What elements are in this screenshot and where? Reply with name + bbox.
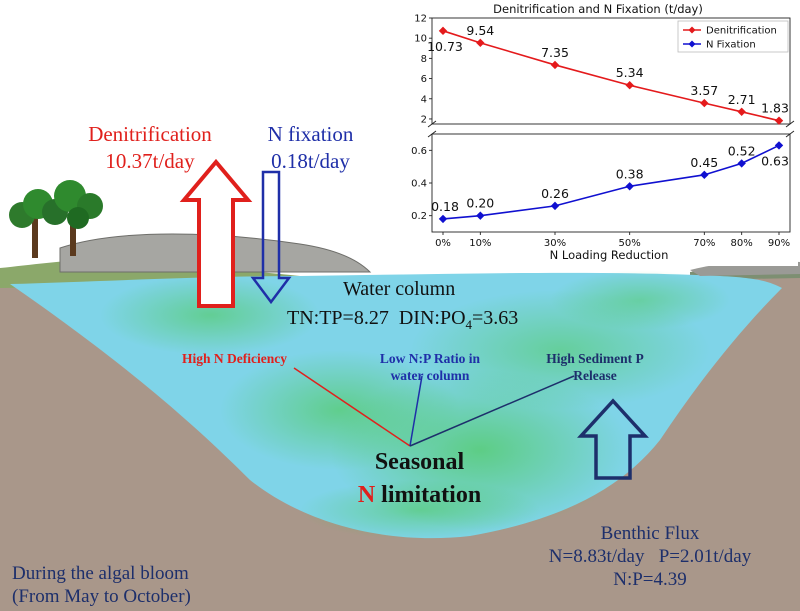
algal-bloom-period-line2: (From May to October) (12, 586, 191, 607)
tree-icon (9, 180, 103, 258)
denitrification-point (550, 60, 560, 70)
x-tick-label: 0% (435, 238, 451, 249)
n-fixation-point (438, 214, 448, 224)
legend-denitrification-marker (688, 26, 696, 34)
y-tick-label: 12 (414, 14, 427, 25)
x-tick-label: 50% (619, 238, 641, 249)
y-tick-label: 2 (421, 114, 427, 125)
denitrification-point (774, 116, 784, 125)
n-fixation-data-label: 0.52 (728, 143, 756, 158)
y-tick-label: 0.4 (411, 179, 427, 190)
seasonal-word: Seasonal (374, 449, 465, 475)
benthic-flux-np-values: N=8.83t/day P=2.01t/day (548, 546, 752, 567)
din-po4-value: =3.63 (472, 307, 519, 329)
n-fixation-title: N fixation (267, 122, 354, 146)
y-tick-label: 6 (421, 74, 427, 85)
legend-box (677, 20, 789, 53)
denitrification-data-label: 9.54 (466, 23, 494, 38)
high-sediment-p-line2: Release (573, 368, 617, 383)
n-fixation-data-label: 0.26 (541, 186, 569, 201)
x-tick-label: 80% (731, 238, 753, 249)
denitrification-point (438, 26, 448, 36)
denitrification-data-label: 7.35 (541, 45, 569, 60)
denitrification-value: 10.37t/day (105, 149, 195, 173)
n-letter: N (357, 482, 376, 508)
denitrification-data-label: 5.34 (616, 65, 644, 80)
denitrification-nfixation-chart: Denitrification and N Fixation (t/day) N… (398, 0, 798, 266)
x-axis-label: N Loading Reduction (550, 248, 669, 262)
tn-tp-ratio: TN:TP=8.27 (287, 307, 389, 329)
low-np-ratio-line1: Low N:P Ratio in (379, 351, 481, 366)
limitation-word: limitation (381, 482, 482, 508)
denitrification-arrow-icon (179, 158, 253, 308)
denitrification-title: Denitrification (88, 122, 212, 146)
algal-bloom-period-line1: During the algal bloom (12, 563, 189, 584)
din-po4-prefix: DIN:PO (398, 307, 466, 329)
legend-n-fixation-label: N Fixation (706, 40, 756, 51)
n-fixation-point (476, 211, 485, 220)
n-fixation-point (774, 141, 784, 150)
n-fixation-label: N fixation 0.18t/day (243, 121, 378, 175)
upper-panel-frame (431, 17, 791, 125)
chart-title: Denitrification and N Fixation (t/day) (493, 2, 703, 16)
din-po4-subscript: 4 (465, 317, 473, 332)
n-fixation-data-label: 0.18 (431, 199, 459, 214)
benthic-flux-label: Benthic Flux N=8.83t/day P=2.01t/day N:P… (505, 522, 795, 591)
chart-marks: 2 4 6 8 10 12 0.2 0.4 0.6 0% 10% 30% 50% 70% 80% 90% 10.… (411, 14, 795, 249)
water-column-title: Water column (343, 278, 456, 300)
connector-navy (409, 375, 575, 447)
n-fixation-data-label: 0.20 (466, 196, 494, 211)
connector-blue (409, 375, 423, 447)
x-tick-label: 30% (544, 238, 566, 249)
benthic-flux-arrow-icon (577, 398, 649, 480)
y-tick-label: 0.6 (411, 146, 427, 157)
denitrification-point (476, 38, 485, 48)
y-tick-label: 0.2 (411, 211, 427, 222)
n-fixation-arrow-icon (250, 170, 292, 305)
high-sediment-p-label: High Sediment P Release (530, 350, 660, 384)
legend-denitrification-label: Denitrification (706, 26, 777, 37)
axis-break-mark (785, 120, 795, 128)
algal-bloom-period-label: During the algal bloom (From May to Octo… (12, 562, 191, 608)
n-fixation-value: 0.18t/day (271, 149, 350, 173)
n-fixation-data-label: 0.45 (690, 155, 718, 170)
x-tick-label: 70% (693, 238, 715, 249)
n-fixation-point (550, 201, 560, 211)
legend-n-fixation-marker (688, 40, 696, 48)
x-tick-label: 10% (469, 238, 491, 249)
water-column-ratios: TN:TP=8.27 DIN:PO4=3.63 (287, 307, 518, 333)
axis-break-mark (785, 130, 795, 138)
denitrification-data-label: 1.83 (761, 101, 789, 116)
connector-red (293, 367, 411, 447)
x-tick-label: 90% (768, 238, 790, 249)
y-tick-label: 4 (421, 94, 427, 105)
high-sediment-p-line1: High Sediment P (546, 351, 644, 366)
y-tick-label: 10 (414, 34, 427, 45)
denitrification-data-label: 10.73 (427, 39, 463, 54)
n-fixation-data-label: 0.38 (616, 166, 644, 181)
n-fixation-data-label: 0.63 (761, 153, 789, 168)
denitrification-data-label: 3.57 (690, 83, 718, 98)
axis-break-mark (427, 120, 437, 128)
denitrification-data-label: 2.71 (728, 92, 756, 107)
benthic-flux-title: Benthic Flux (600, 523, 700, 544)
benthic-flux-np-ratio: N:P=4.39 (613, 569, 687, 590)
high-n-deficiency-label: High N Deficiency (182, 351, 287, 366)
seasonal-n-limitation-label: Seasonal N limitation (342, 446, 497, 512)
y-tick-label: 8 (421, 54, 427, 65)
axis-break-mark (427, 130, 437, 138)
low-np-ratio-line2: water column (390, 368, 470, 383)
denitrification-label: Denitrification 10.37t/day (70, 121, 230, 175)
low-np-ratio-label: Low N:P Ratio in water column (360, 350, 500, 384)
